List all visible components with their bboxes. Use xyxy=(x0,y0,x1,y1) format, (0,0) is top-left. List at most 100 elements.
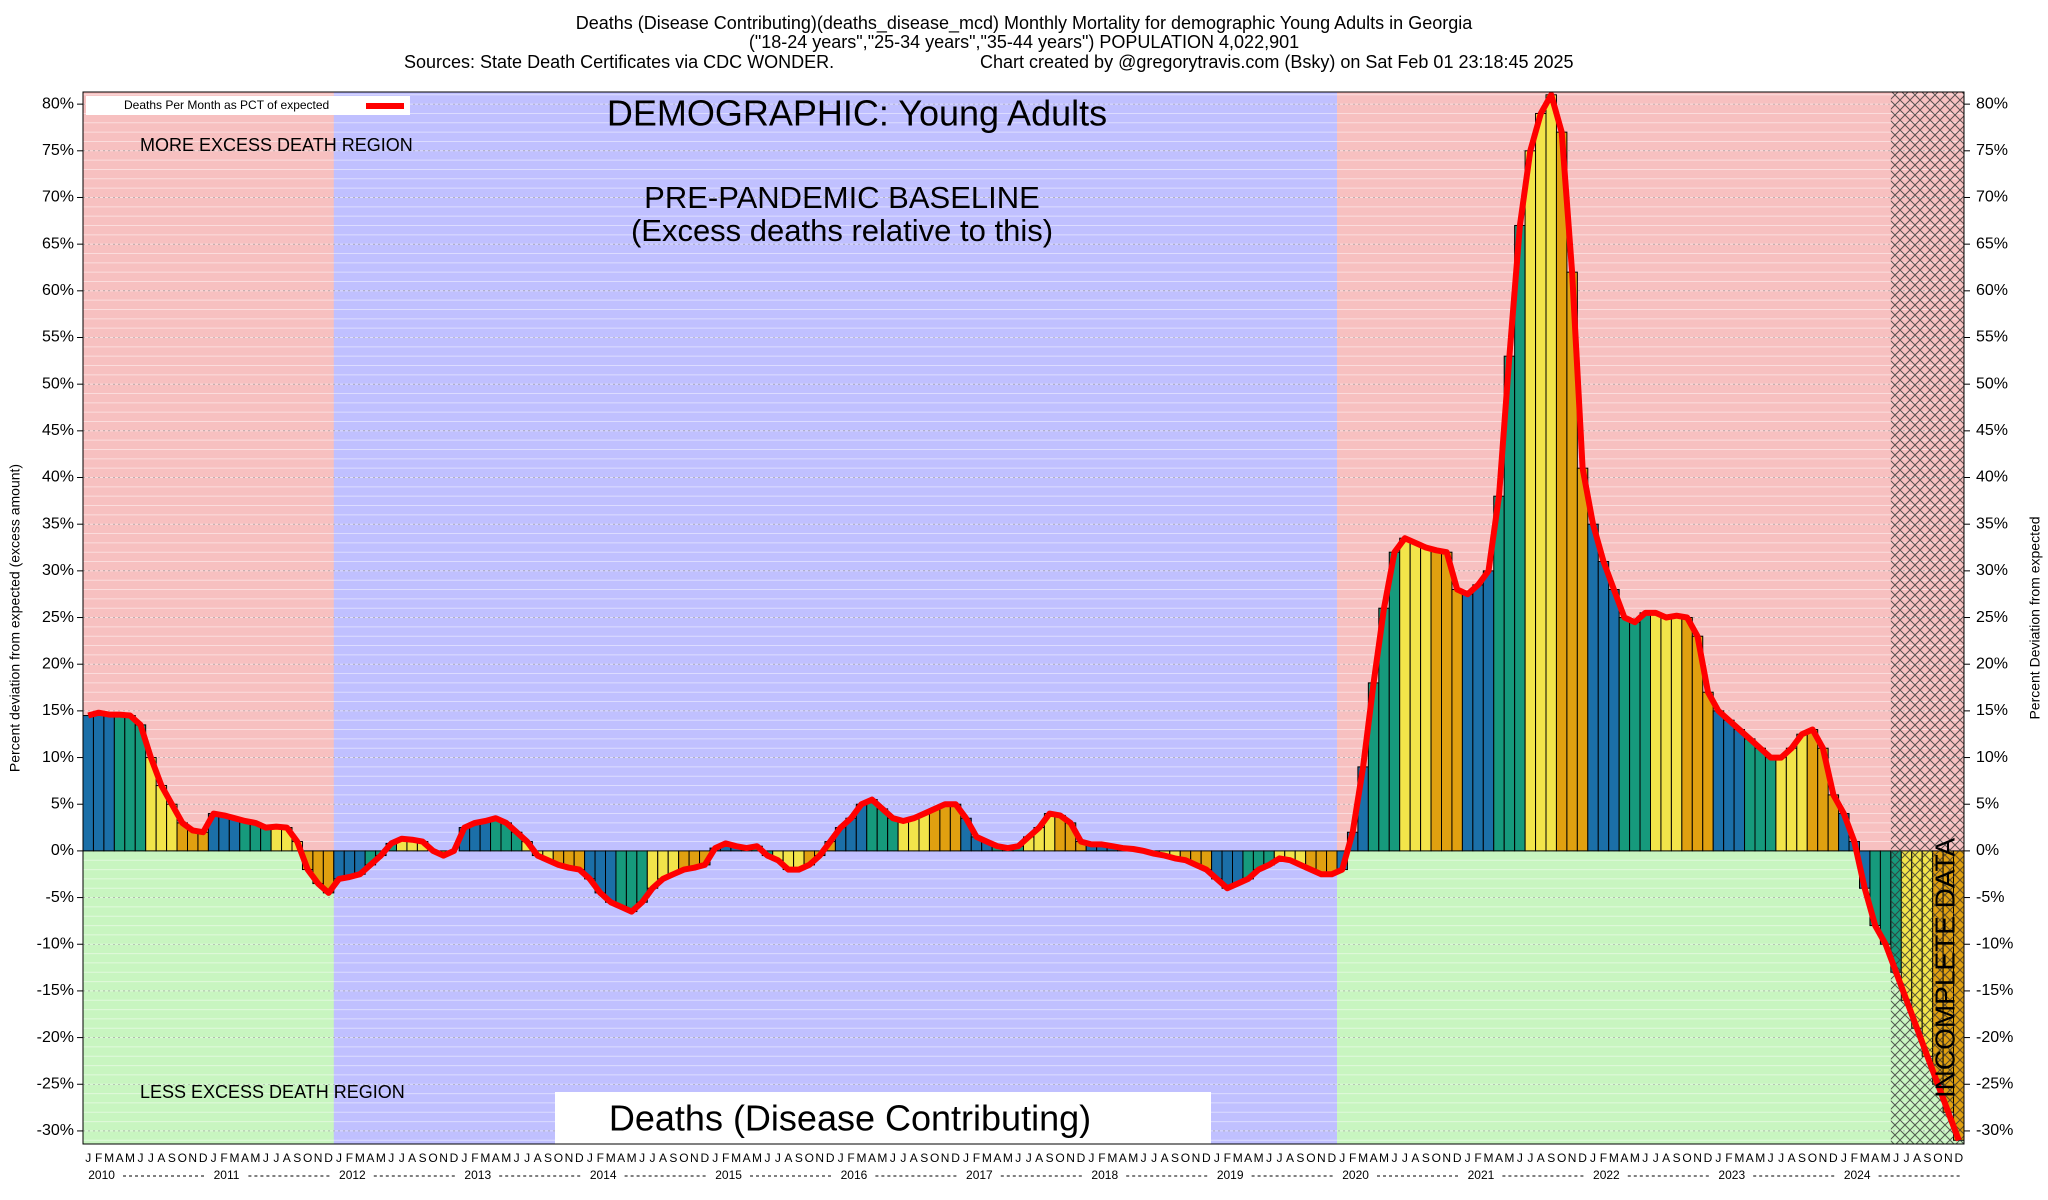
x-tick-label: F xyxy=(973,1151,980,1165)
x-tick-label: S xyxy=(1798,1151,1806,1165)
x-tick-label: J xyxy=(1402,1151,1408,1165)
y2-tick-label: 75% xyxy=(1976,142,2008,159)
x-tick-label: A xyxy=(116,1151,124,1165)
bar xyxy=(124,715,136,852)
x-tick-label: N xyxy=(815,1151,824,1165)
y2-tick-label: 25% xyxy=(1976,609,2008,626)
x-tick-label: M xyxy=(1107,1151,1117,1165)
incomplete-region xyxy=(1890,92,1964,1144)
x-tick-label: F xyxy=(597,1151,604,1165)
bar xyxy=(1650,612,1662,852)
x-tick-label: O xyxy=(1432,1151,1441,1165)
y-tick-label: 0% xyxy=(51,842,74,859)
x-tick-label: J xyxy=(1642,1151,1648,1165)
x-tick-label: S xyxy=(669,1151,677,1165)
bar xyxy=(1681,617,1693,852)
bar xyxy=(908,817,920,852)
x-tick-label: N xyxy=(1066,1151,1075,1165)
bar xyxy=(1409,542,1422,852)
chart-subtitle: ("18-24 years","25-34 years","35-44 year… xyxy=(749,32,1299,52)
chart-title: Deaths (Disease Contributing)(deaths_dis… xyxy=(576,13,1473,34)
x-tick-label: S xyxy=(419,1151,427,1165)
x-tick-label: J xyxy=(514,1151,520,1165)
bar xyxy=(1576,467,1589,852)
incomplete-label: INCOMPLETE DATA xyxy=(1929,838,1960,1099)
y2-tick-label: -30% xyxy=(1976,1122,2013,1139)
x-tick-label: S xyxy=(1296,1151,1304,1165)
bar xyxy=(1733,729,1746,852)
y-tick-label: 20% xyxy=(42,655,74,672)
x-tick-label: F xyxy=(1098,1151,1105,1165)
x-tick-label: O xyxy=(805,1151,814,1165)
x-tick-label: N xyxy=(1568,1151,1577,1165)
bar xyxy=(1514,224,1526,852)
x-tick-label: A xyxy=(1119,1151,1127,1165)
x-tick-label: O xyxy=(303,1151,312,1165)
x-tick-label: J xyxy=(1266,1151,1272,1165)
x-tick-label: D xyxy=(1704,1151,1713,1165)
x-tick-label: O xyxy=(428,1151,437,1165)
baseline-label: PRE-PANDEMIC BASELINE xyxy=(644,180,1040,215)
x-tick-label: D xyxy=(826,1151,835,1165)
bar xyxy=(1806,729,1819,852)
y-tick-label: 35% xyxy=(42,515,74,532)
x-tick-label: M xyxy=(125,1151,135,1165)
y-tick-label: 65% xyxy=(42,235,74,252)
y-axis-title: Percent deviation from expected (excess … xyxy=(7,464,23,772)
plot-frame xyxy=(82,91,1965,1145)
x-tick-label: O xyxy=(1808,1151,1817,1165)
bar xyxy=(1430,549,1443,852)
x-tick-label: J xyxy=(1277,1151,1283,1165)
x-tick-label: M xyxy=(1609,1151,1619,1165)
bar xyxy=(1441,551,1453,852)
x-tick-label: M xyxy=(1128,1151,1138,1165)
y2-tick-label: 65% xyxy=(1976,235,2008,252)
x-tick-label: A xyxy=(1495,1151,1503,1165)
x-tick-label: J xyxy=(712,1151,718,1165)
x-tick-label: J xyxy=(1904,1151,1910,1165)
x-tick-label: M xyxy=(1233,1151,1243,1165)
y-tick-label: 30% xyxy=(42,562,74,579)
x-tick-label: S xyxy=(795,1151,803,1165)
y2-tick-label: -10% xyxy=(1976,935,2013,952)
x-tick-label: M xyxy=(1860,1151,1870,1165)
bar xyxy=(1712,710,1725,852)
x-tick-label: N xyxy=(1693,1151,1702,1165)
x-tick-label: J xyxy=(524,1151,530,1165)
x-tick-label: A xyxy=(1746,1151,1754,1165)
y2-tick-label: 0% xyxy=(1976,842,1999,859)
x-tick-label: M xyxy=(355,1151,365,1165)
x-tick-label: D xyxy=(1327,1151,1336,1165)
bar xyxy=(479,820,492,852)
x-tick-label: J xyxy=(890,1151,896,1165)
x-tick-label: O xyxy=(1055,1151,1064,1165)
x-tick-label: F xyxy=(471,1151,478,1165)
x-tick-label: J xyxy=(900,1151,906,1165)
x-tick-label: J xyxy=(639,1151,645,1165)
x-tick-label: F xyxy=(220,1151,227,1165)
x-tick-label: A xyxy=(534,1151,542,1165)
bar xyxy=(918,813,930,852)
legend-label: Deaths Per Month as PCT of expected xyxy=(124,98,329,112)
x-tick-label: N xyxy=(314,1151,323,1165)
bar xyxy=(1785,747,1798,852)
bar xyxy=(1618,617,1631,852)
x-tick-label: A xyxy=(283,1151,291,1165)
y-tick-label: 10% xyxy=(42,749,74,766)
x-tick-label: N xyxy=(188,1151,197,1165)
x-tick-label: M xyxy=(857,1151,867,1165)
x-tick-label: M xyxy=(1358,1151,1368,1165)
bar xyxy=(1461,593,1474,852)
x-tick-label: J xyxy=(1653,1151,1659,1165)
x-tick-label: A xyxy=(492,1151,500,1165)
x-tick-label: S xyxy=(1673,1151,1681,1165)
x-tick-label: A xyxy=(157,1151,165,1165)
x-tick-label: J xyxy=(1527,1151,1533,1165)
bar xyxy=(1608,589,1620,852)
x-tick-label: J xyxy=(650,1151,656,1165)
y2-tick-label: -25% xyxy=(1976,1075,2013,1092)
bar xyxy=(897,820,910,852)
y-tick-label: -10% xyxy=(37,935,74,952)
x-tick-label: M xyxy=(250,1151,260,1165)
bar xyxy=(615,850,627,908)
